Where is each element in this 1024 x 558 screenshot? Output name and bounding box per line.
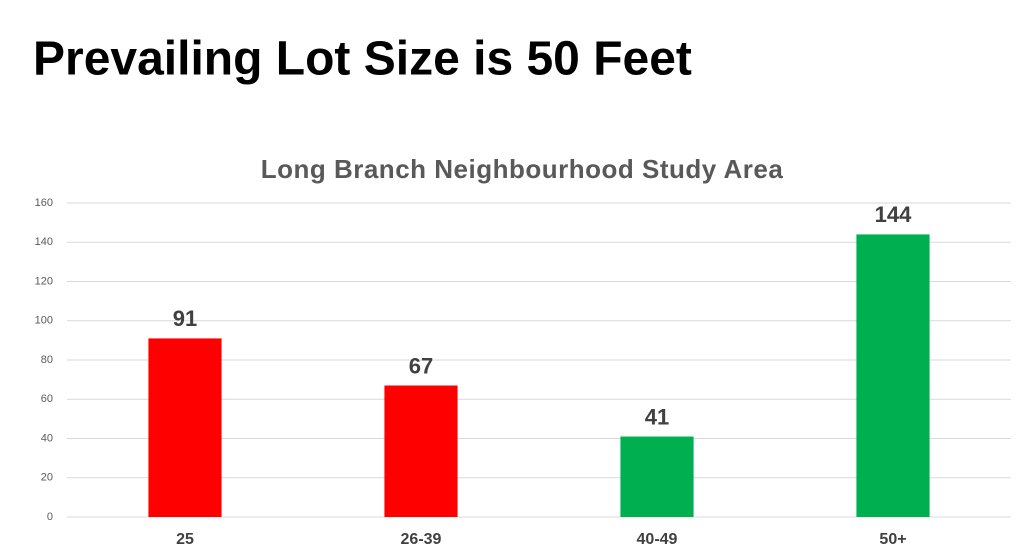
x-tick-label: 25 <box>176 531 194 548</box>
y-tick-label: 0 <box>47 511 53 523</box>
x-tick-label: 26-39 <box>401 531 442 548</box>
y-tick-label: 120 <box>35 275 53 287</box>
data-label: 144 <box>875 202 912 227</box>
y-tick-label: 40 <box>41 432 53 444</box>
x-tick-label: 40-49 <box>637 531 678 548</box>
y-tick-label: 60 <box>41 393 53 405</box>
bar <box>148 338 222 517</box>
data-label: 41 <box>645 404 669 429</box>
y-tick-label: 160 <box>35 197 53 209</box>
y-tick-label: 20 <box>41 472 53 484</box>
x-tick-label: 50+ <box>879 531 906 548</box>
slide-title: Prevailing Lot Size is 50 Feet <box>33 33 692 86</box>
data-label: 91 <box>173 306 197 331</box>
bar <box>856 234 930 517</box>
y-tick-label: 80 <box>41 354 53 366</box>
y-tick-label: 140 <box>35 236 53 248</box>
bar <box>620 436 694 517</box>
bar <box>384 385 458 517</box>
chart-title: Long Branch Neighbourhood Study Area <box>261 154 784 184</box>
y-tick-label: 100 <box>35 315 53 327</box>
data-label: 67 <box>409 353 433 378</box>
